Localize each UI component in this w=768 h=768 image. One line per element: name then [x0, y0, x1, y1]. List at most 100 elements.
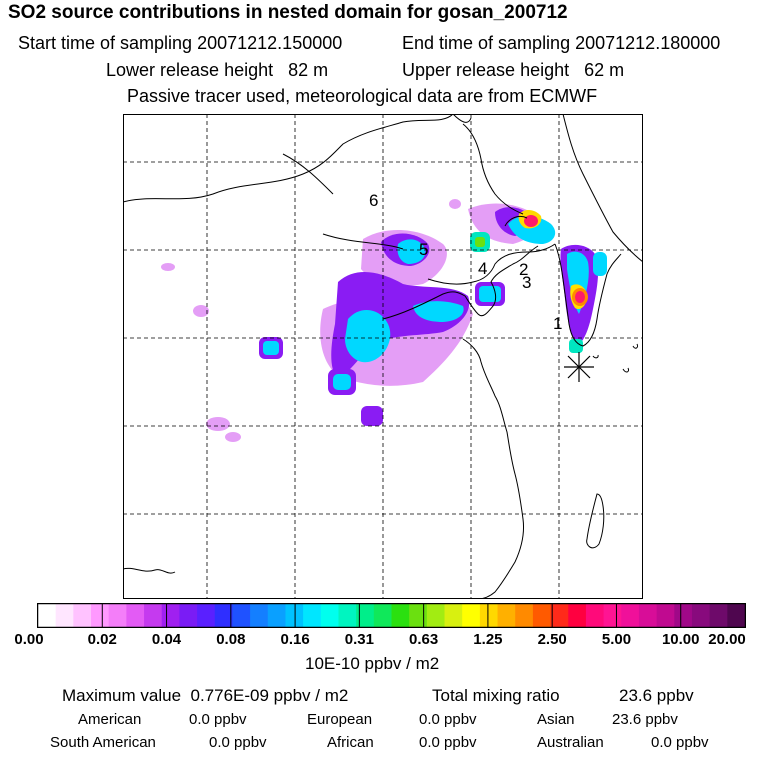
color-swatch — [497, 604, 516, 627]
color-swatch — [250, 604, 269, 627]
color-scale-tick-label: 0.31 — [344, 631, 374, 648]
color-scale-tick-label: 0.16 — [280, 631, 310, 648]
region-label-african: African — [327, 734, 374, 751]
color-swatch — [656, 604, 675, 627]
end-time-label: End time of sampling — [402, 33, 571, 53]
max-value: Maximum value 0.776E-09 ppbv / m2 — [62, 686, 348, 706]
region-value-asian: 23.6 ppbv — [612, 711, 678, 728]
color-swatch — [426, 604, 446, 627]
end-time: End time of sampling 20071212.180000 — [402, 33, 720, 54]
color-swatch — [161, 604, 180, 627]
color-swatch — [621, 604, 640, 627]
plume-north — [470, 210, 556, 252]
site-label-3: 3 — [522, 273, 531, 292]
region-value-european: 0.0 ppbv — [419, 711, 477, 728]
color-swatch — [232, 604, 251, 627]
plume-cyan-core — [263, 239, 501, 390]
color-scale-tick-label: 1.25 — [473, 631, 503, 648]
color-swatch — [73, 604, 92, 627]
tracer-note: Passive tracer used, meteorological data… — [127, 86, 598, 106]
lower-release-height: Lower release height 82 m — [106, 60, 328, 81]
color-swatch — [267, 604, 287, 627]
total-mixing-ratio: Total mixing ratio — [432, 686, 560, 706]
color-swatch — [727, 604, 746, 627]
site-label-5: 5 — [419, 240, 428, 259]
color-swatch — [285, 604, 304, 627]
start-time-label: Start time of sampling — [18, 33, 193, 53]
upper-height-label: Upper release height — [402, 60, 570, 80]
region-label-australian: Australian — [537, 734, 604, 751]
upper-release-height: Upper release height 62 m — [402, 60, 624, 81]
color-scale-unit: 10E-10 ppbv / m2 — [305, 654, 440, 673]
upper-height-value: 62 m — [584, 60, 625, 80]
color-swatch — [585, 604, 605, 627]
color-swatch — [373, 604, 393, 627]
region-label-european: European — [307, 711, 373, 728]
region-value-south-american: 0.0 ppbv — [209, 734, 267, 751]
site-label-1: 1 — [553, 314, 562, 333]
color-swatch — [691, 604, 711, 627]
region-value-australian: 0.0 ppbv — [651, 734, 709, 751]
region-label-asian: Asian — [537, 711, 575, 728]
color-scale-tick-label: 5.00 — [601, 631, 632, 648]
color-swatch — [568, 604, 587, 627]
color-scale-tick-label: 0.63 — [409, 631, 439, 648]
plot-title: SO2 source contributions in nested domai… — [8, 2, 568, 23]
color-swatch — [444, 604, 463, 627]
color-swatch — [356, 604, 375, 627]
coastlines — [123, 114, 643, 599]
color-swatch — [320, 604, 340, 627]
color-scale-tick-label: 0.04 — [151, 631, 182, 648]
color-swatch — [550, 604, 569, 627]
color-swatch — [515, 604, 534, 627]
color-swatch — [126, 604, 145, 627]
lower-height-value: 82 m — [288, 60, 329, 80]
start-time-value: 20071212.150000 — [197, 33, 343, 53]
total-mixing-value: 23.6 ppbv — [619, 686, 694, 705]
region-label-south-american: South American — [50, 734, 156, 751]
color-swatch — [108, 604, 127, 627]
max-value-number: 0.776E-09 ppbv / m2 — [190, 686, 349, 705]
region-label-american: American — [78, 711, 142, 728]
site-label-6: 6 — [369, 191, 378, 210]
color-scale-tick-label: 20.00 — [708, 631, 746, 648]
color-swatch — [532, 604, 552, 627]
color-swatch — [144, 604, 163, 627]
color-swatch — [674, 604, 693, 627]
color-swatch — [303, 604, 322, 627]
color-scale-ticks: 0.00 0.02 0.04 0.08 0.16 0.31 0.63 1.25 2.50 5.00… — [0, 631, 768, 651]
color-scale-tick-label: 2.50 — [537, 631, 567, 648]
asterisk-receptor-icon — [564, 352, 594, 382]
lower-height-label: Lower release height — [106, 60, 274, 80]
color-scale-tick-label: 0.00 — [14, 631, 44, 648]
color-scale-bar — [37, 603, 746, 628]
color-swatch — [479, 604, 499, 627]
total-mixing-label: Total mixing ratio — [432, 686, 560, 705]
color-swatch — [214, 604, 234, 627]
plume-korea — [560, 244, 607, 353]
color-swatch — [603, 604, 622, 627]
color-scale-tick-label: 10.00 — [661, 631, 700, 648]
color-swatch — [55, 604, 74, 627]
color-scale-tick-label: 0.02 — [87, 631, 117, 648]
max-value-label: Maximum value — [62, 686, 182, 705]
lat-lon-grid — [123, 114, 643, 599]
color-swatch — [638, 604, 658, 627]
color-swatch — [709, 604, 728, 627]
color-swatch — [338, 604, 357, 627]
color-swatch — [462, 604, 481, 627]
end-time-value: 20071212.180000 — [575, 33, 721, 53]
color-swatch — [391, 604, 410, 627]
start-time: Start time of sampling 20071212.150000 — [18, 33, 342, 54]
region-value-american: 0.0 ppbv — [189, 711, 247, 728]
region-value-african: 0.0 ppbv — [419, 734, 477, 751]
color-scale-tick-label: 0.08 — [216, 631, 246, 648]
site-label-2: 2 — [519, 260, 528, 279]
site-label-4: 4 — [478, 259, 487, 278]
color-swatch — [38, 604, 57, 627]
color-swatch — [197, 604, 216, 627]
color-swatch — [409, 604, 428, 627]
color-swatch — [91, 604, 110, 627]
color-scale-frame — [37, 603, 746, 628]
contribution-map: 1 2 3 4 5 6 — [123, 114, 643, 599]
